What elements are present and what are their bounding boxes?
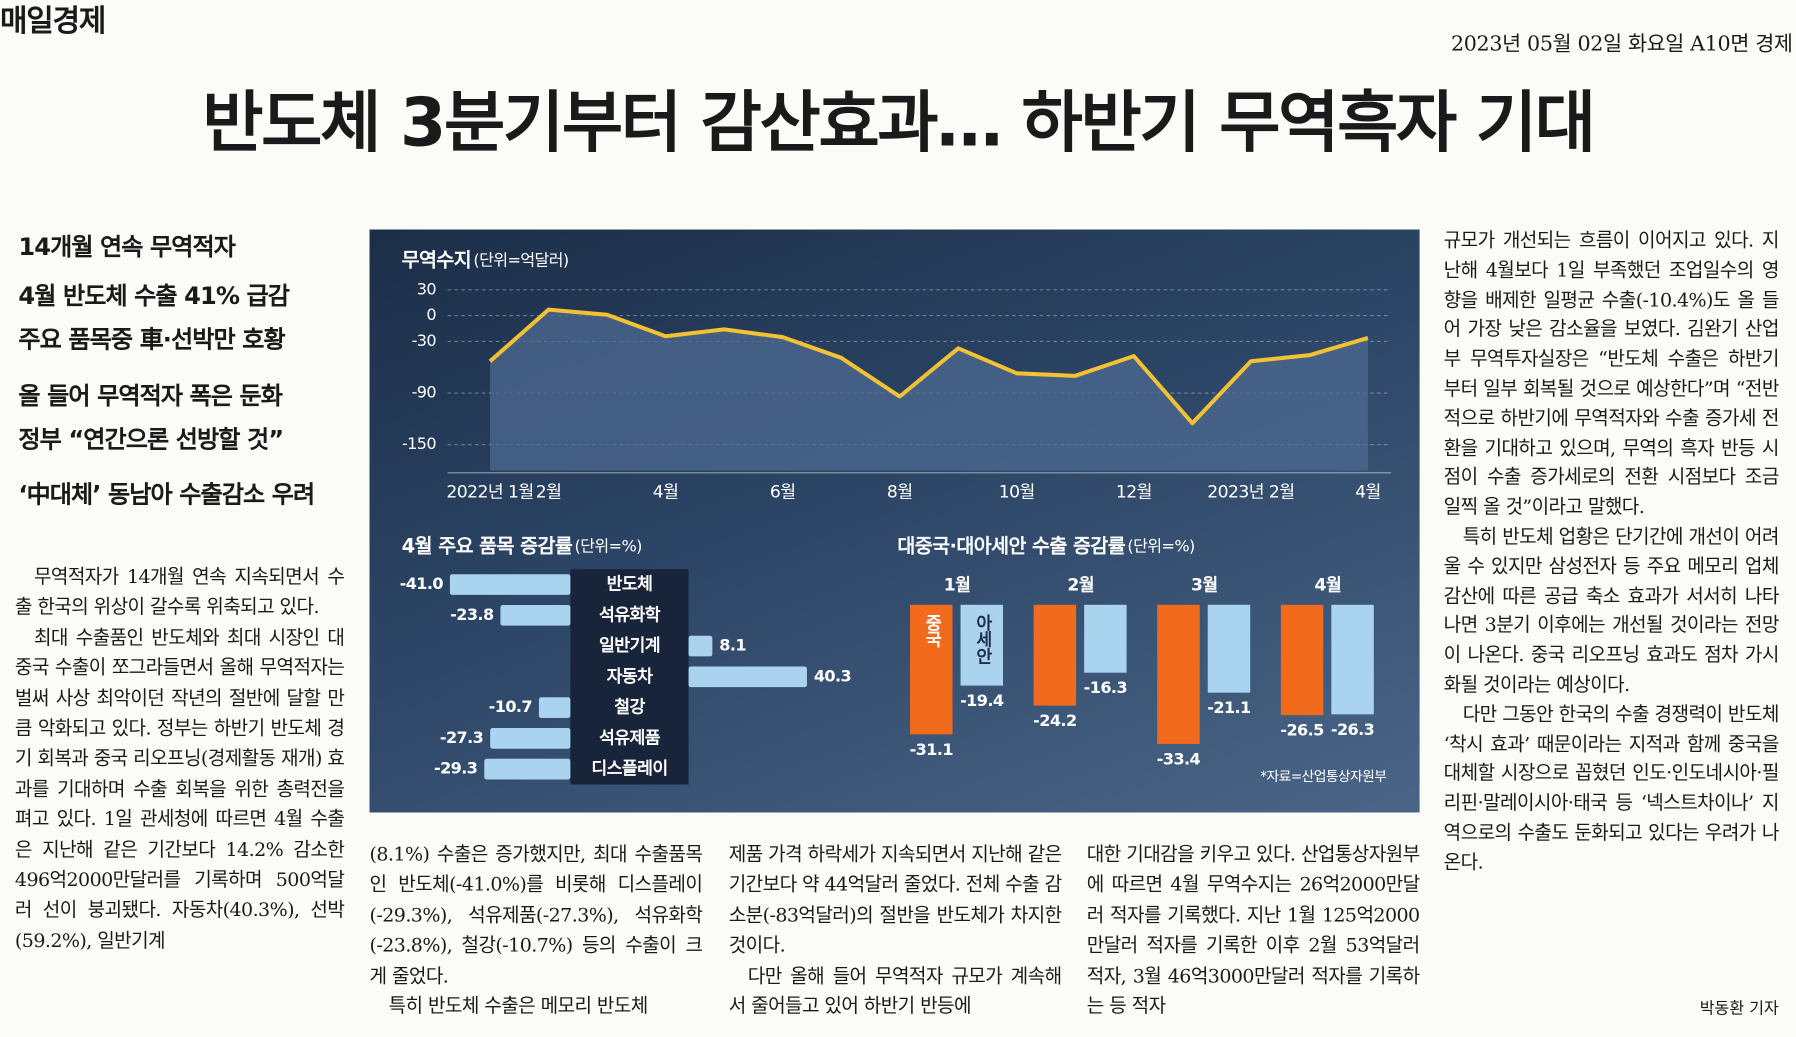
value-label: -31.1 <box>910 740 954 759</box>
category-label: 반도체 <box>607 575 653 595</box>
x-tick-label: 4월 <box>653 482 679 502</box>
bar <box>1280 604 1324 716</box>
bar <box>960 604 1004 686</box>
legend-label: 중국 <box>921 614 941 649</box>
category-label: 디스플레이 <box>591 759 667 779</box>
y-tick-label: -150 <box>402 434 436 453</box>
article-column: 무역적자가 14개월 연속 지속되면서 수출 한국의 위상이 갈수록 위축되고 … <box>14 562 345 956</box>
infographic: 무역수지 (단위=억달러) 30 0 -30 -90 -150 2022년 1월 2월 4월 6월 8… <box>369 229 1420 813</box>
paragraph: 특히 반도체 수출은 메모리 반도체 <box>388 995 649 1017</box>
bar <box>484 758 571 780</box>
subhead: 4월 반도체 수출 41% 급감 <box>18 282 290 310</box>
article-column: 대한 기대감을 키우고 있다. 산업통상자원부에 따르면 4월 무역수지는 26… <box>1087 840 1420 1022</box>
chart-unit: (단위=%) <box>1127 536 1194 555</box>
paragraph: 대한 기대감을 키우고 있다. 산업통상자원부에 따르면 4월 무역수지는 26… <box>1086 843 1420 1017</box>
paragraph: (8.1%) 수출은 증가했지만, 최대 수출품목인 반도체(-41.0%)를 … <box>369 843 703 987</box>
bar <box>500 605 571 626</box>
subhead: 올 들어 무역적자 폭은 둔화 <box>18 382 283 410</box>
masthead: 매일경제 <box>0 4 106 40</box>
value-label: -16.3 <box>1084 678 1127 697</box>
subhead: 주요 품목중 車·선박만 호황 <box>18 325 285 354</box>
bar <box>1084 604 1127 673</box>
article-column: 제품 가격 하락세가 지속되면서 지난해 같은 기간보다 약 44억달러 줄었다… <box>729 840 1062 1022</box>
paragraph: 제품 가격 하락세가 지속되면서 지난해 같은 기간보다 약 44억달러 줄었다… <box>728 843 1062 957</box>
bar <box>490 728 571 749</box>
x-tick-label: 4월 <box>1315 575 1342 595</box>
value-label: -41.0 <box>400 574 444 593</box>
x-tick-label: 4월 <box>1355 482 1381 502</box>
category-label: 자동차 <box>607 667 654 687</box>
x-tick-label: 2022년 1월 <box>446 482 533 502</box>
value-label: 8.1 <box>719 636 746 655</box>
paragraph: 다만 그동안 한국의 수출 경쟁력이 반도체 ‘착시 효과’ 때문이라는 지적과… <box>1443 703 1780 874</box>
y-tick-label: -90 <box>412 383 437 402</box>
value-label: 40.3 <box>814 666 851 685</box>
paragraph: 무역적자가 14개월 연속 지속되면서 수출 한국의 위상이 갈수록 위축되고 … <box>14 565 345 618</box>
chart-title-text: 대중국·대아세안 수출 증감률 <box>897 534 1125 557</box>
bar <box>910 604 953 735</box>
category-label: 일반기계 <box>599 636 660 656</box>
bar <box>688 666 807 688</box>
value-label: -29.3 <box>434 759 477 778</box>
bar <box>1157 604 1200 744</box>
value-label: -26.5 <box>1280 721 1324 740</box>
x-tick-label: 12월 <box>1116 482 1152 502</box>
paragraph: 최대 수출품인 반도체와 최대 시장인 대중국 수출이 쪼그라들면서 올해 무역… <box>14 626 345 952</box>
chart-title-text: 4월 주요 품목 증감률 <box>402 534 573 557</box>
subhead: 14개월 연속 무역적자 <box>18 232 236 261</box>
category-box <box>570 569 689 785</box>
headline: 반도체 3분기부터 감산효과… 하반기 무역흑자 기대 <box>202 83 1596 162</box>
bar <box>688 635 713 657</box>
x-tick-label: 2023년 2월 <box>1207 482 1294 502</box>
line <box>488 307 1369 426</box>
value-label: -26.3 <box>1331 720 1374 739</box>
bar <box>1033 604 1077 706</box>
subhead: 정부 “연간으론 선방할 것” <box>18 425 284 454</box>
legend-label: 아세안 <box>972 614 992 664</box>
value-label: -21.1 <box>1207 698 1251 717</box>
chart-title: 대중국·대아세안 수출 증감률 (단위=%) <box>897 534 1194 557</box>
chart-unit: (단위=%) <box>575 536 642 555</box>
value-label: -33.4 <box>1157 749 1201 768</box>
byline: 박동환 기자 <box>1699 999 1779 1018</box>
dateline: 2023년 05월 02일 화요일 A10면 경제 <box>1450 32 1793 57</box>
y-tick-label: 30 <box>417 279 437 298</box>
x-tick-label: 2월 <box>1067 575 1094 595</box>
subhead: ‘中대체’ 동남아 수출감소 우려 <box>18 480 315 509</box>
paragraph: 특히 반도체 업황은 단기간에 개선이 어려울 수 있지만 삼성전자 등 주요 … <box>1443 525 1780 696</box>
value-label: -27.3 <box>440 728 483 747</box>
bar <box>1331 604 1374 715</box>
category-label: 철강 <box>614 698 645 718</box>
article-column: (8.1%) 수출은 증가했지만, 최대 수출품목인 반도체(-41.0%)를 … <box>370 840 703 1022</box>
x-tick-label: 8월 <box>887 482 913 502</box>
y-tick-label: 0 <box>426 305 436 324</box>
x-tick-label: 3월 <box>1191 575 1218 595</box>
source-note: *자료=산업통상자원부 <box>1260 769 1386 785</box>
x-tick-label: 10월 <box>999 482 1035 502</box>
x-tick-label: 6월 <box>770 482 796 502</box>
y-tick-label: -30 <box>412 331 437 350</box>
value-label: -23.8 <box>450 605 494 624</box>
chart-unit: (단위=억달러) <box>473 250 568 269</box>
article-column: 규모가 개선되는 흐름이 이어지고 있다. 지난해 4월보다 1일 부족했던 조… <box>1443 226 1780 877</box>
x-tick-label: 1월 <box>944 575 971 595</box>
bar <box>538 697 571 718</box>
value-label: -24.2 <box>1033 711 1076 730</box>
bar <box>449 574 571 595</box>
bar <box>1207 604 1251 693</box>
x-tick-label: 2월 <box>536 482 562 502</box>
value-label: -10.7 <box>489 697 532 716</box>
value-label: -19.4 <box>960 691 1004 710</box>
category-label: 석유화학 <box>599 604 661 625</box>
paragraph: 규모가 개선되는 흐름이 이어지고 있다. 지난해 4월보다 1일 부족했던 조… <box>1443 229 1780 518</box>
paragraph: 다만 올해 들어 무역적자 규모가 계속해서 줄어들고 있어 하반기 반등에 <box>728 964 1062 1017</box>
category-label: 석유제품 <box>599 728 661 748</box>
chart-title-text: 무역수지 <box>402 248 471 271</box>
chart-title: 4월 주요 품목 증감률 (단위=%) <box>402 534 642 557</box>
area <box>490 309 1368 471</box>
chart-title: 무역수지 (단위=억달러) <box>402 248 569 271</box>
